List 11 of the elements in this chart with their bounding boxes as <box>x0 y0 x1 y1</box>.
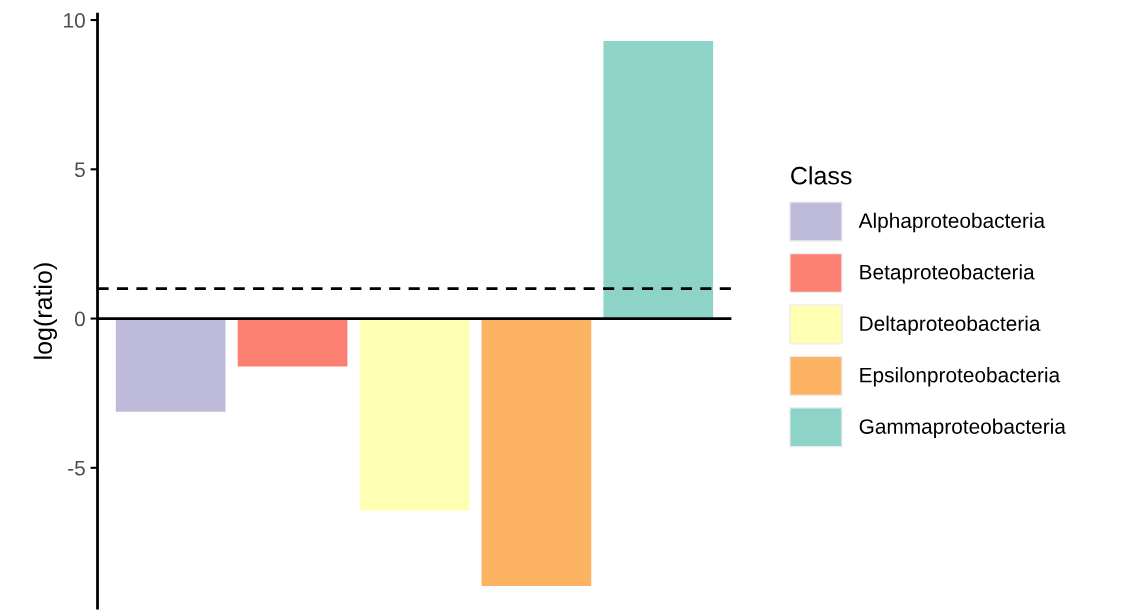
y-tick-label: 10 <box>64 13 85 28</box>
y-tick-label: 5 <box>74 162 85 178</box>
legend-label: Alphaproteobacteria <box>858 212 1046 233</box>
y-axis-title: log(ratio) <box>33 263 57 359</box>
y-tick-label: -5 <box>68 461 85 476</box>
legend-label: Gammaproteobacteria <box>859 418 1066 438</box>
legend-label: Deltaproteobacteria <box>860 315 1041 336</box>
legend-label: Betaproteobacteria <box>860 264 1035 284</box>
legend-label: Epsilonproteobacteria <box>860 367 1061 387</box>
legend-title: Class <box>791 166 852 185</box>
y-tick-label: 0 <box>74 311 85 327</box>
